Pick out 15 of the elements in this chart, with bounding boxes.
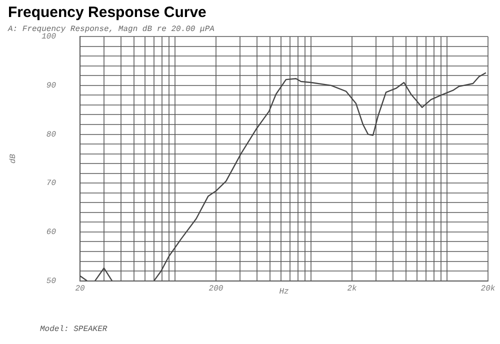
- y-axis-title: dB: [8, 154, 18, 164]
- chart-subtitle: A: Frequency Response, Magn dB re 20.00 μPA: [7, 24, 215, 34]
- y-tick-label: 60: [46, 228, 56, 238]
- x-tick-label: 20: [75, 284, 85, 294]
- y-tick-label: 70: [46, 179, 56, 188]
- x-tick-label: 2k: [347, 284, 357, 294]
- x-tick-label: 20k: [480, 284, 496, 294]
- y-tick-label: 80: [46, 130, 56, 140]
- x-tick-label: 200: [208, 284, 224, 294]
- y-tick-label: 100: [42, 32, 56, 42]
- text: Model: SPEAKER: [40, 325, 108, 334]
- x-axis-title: Hz: [279, 287, 289, 296]
- y-tick-label: 90: [46, 82, 56, 91]
- y-tick-label: 50: [46, 276, 56, 286]
- chart-title: Frequency Response Curve: [8, 4, 206, 22]
